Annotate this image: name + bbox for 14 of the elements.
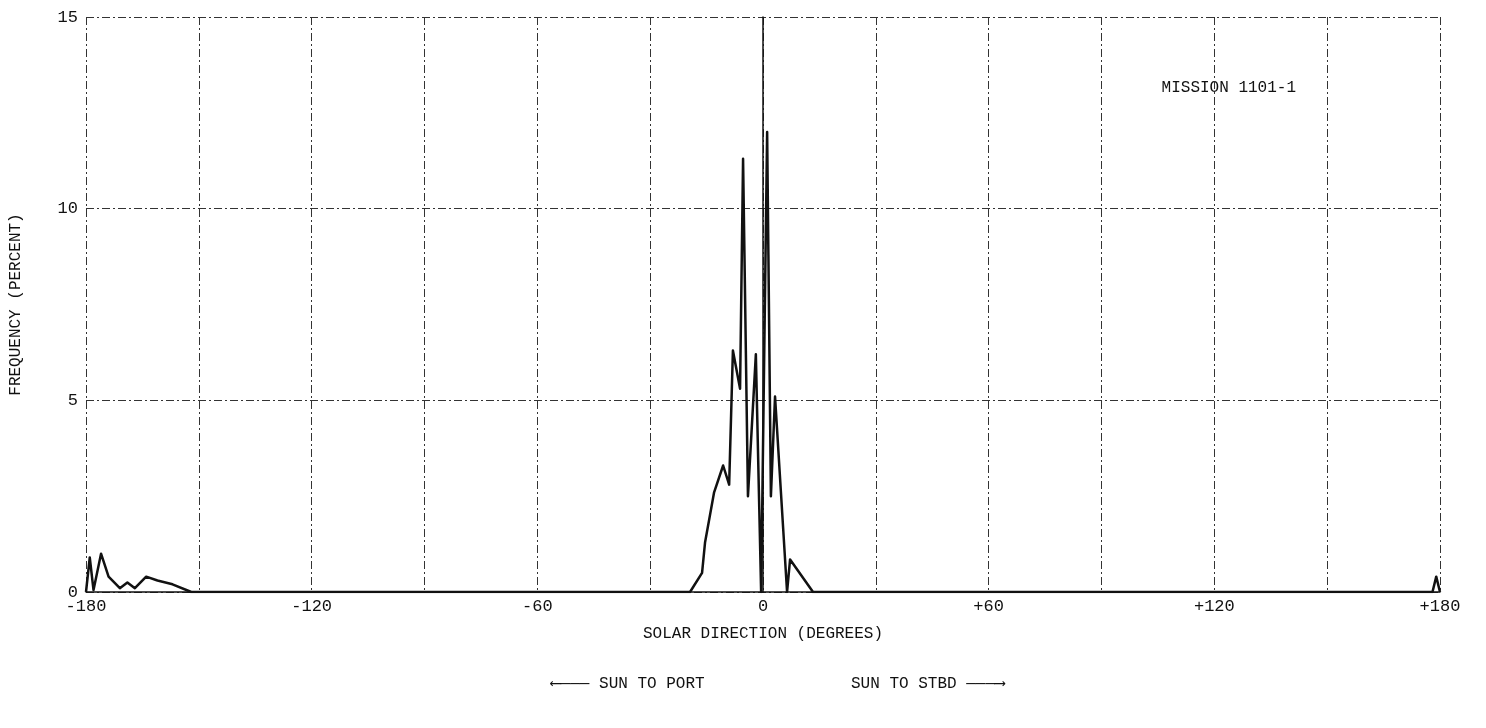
x-tick-label: 0 bbox=[757, 597, 769, 616]
y-tick-label: 5 bbox=[67, 390, 78, 410]
text: SUN TO STBD ———⟶ bbox=[851, 675, 1007, 693]
x-tick-label: -60 bbox=[522, 597, 553, 616]
x-tick-label: +120 bbox=[1193, 597, 1235, 616]
x-tick-label: +180 bbox=[1419, 597, 1461, 616]
annotation: MISSION 1101-1 bbox=[1161, 79, 1296, 97]
y-axis-title: FREQUENCY (PERCENT) bbox=[7, 213, 25, 396]
text: ⟵——— SUN TO PORT bbox=[550, 675, 705, 693]
y-tick-label: 10 bbox=[57, 199, 78, 219]
x-tick-label: -120 bbox=[291, 597, 333, 616]
y-tick-label: 15 bbox=[57, 7, 78, 27]
x-axis-title: SOLAR DIRECTION (DEGREES) bbox=[642, 625, 884, 643]
x-tick-label: +60 bbox=[973, 597, 1004, 616]
